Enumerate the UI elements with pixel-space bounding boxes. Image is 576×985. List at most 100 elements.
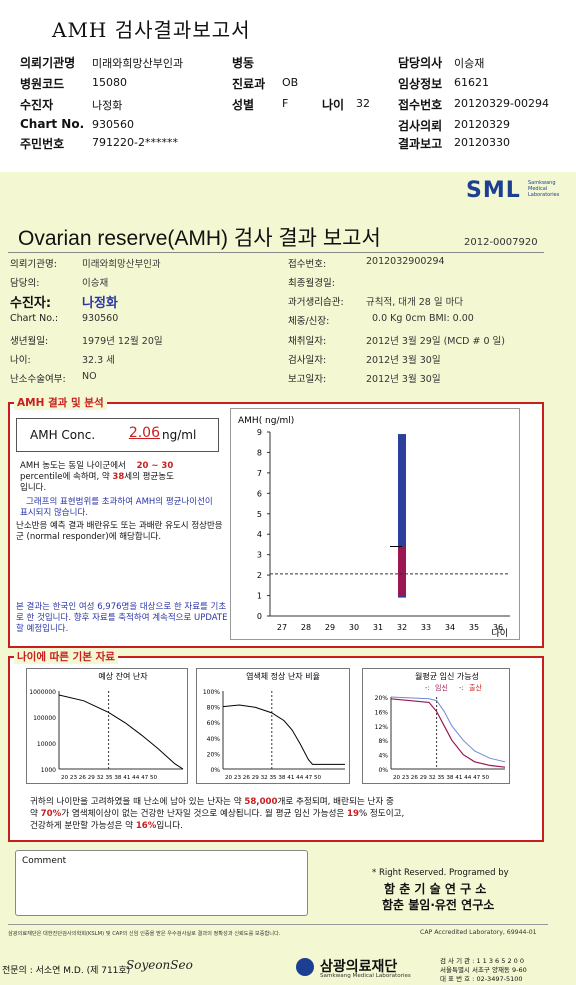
basic-summary-text: 귀하의 나이만을 고려하였을 때 난소에 남아 있는 난자는 약 58,000개… xyxy=(30,797,405,831)
amh-y-tick-label: 4 xyxy=(257,530,262,539)
legend-dash: -: xyxy=(425,684,430,692)
mini-y-tick-label: 20% xyxy=(375,695,389,702)
mini-x-tick-labels: 20 23 26 29 32 35 38 41 44 47 50 xyxy=(61,775,158,781)
basic-data-section-label: 나이에 따른 기본 자료 xyxy=(14,649,118,664)
info-value: NO xyxy=(82,371,97,382)
pregnancy-curve xyxy=(390,696,506,763)
amh-response-text: 난소반응 예측 결과 배란유도 또는 과배란 유도시 정상반응군 (normal… xyxy=(16,521,223,542)
header-value: 20120330 xyxy=(454,136,510,149)
legend-dash: -: xyxy=(459,684,464,692)
amh-x-tick-label: 31 xyxy=(373,623,383,632)
eggs-curve xyxy=(58,694,184,770)
header-key: 수진자 xyxy=(20,98,54,112)
amh-x-tick-label: 33 xyxy=(421,623,431,632)
info-label: 접수번호: xyxy=(288,259,327,270)
address-line-1: 검 사 기 관 : 1 1 3 6 5 2 0 0 xyxy=(440,957,524,965)
comment-label: Comment xyxy=(22,856,67,866)
info-label: 최종월경일: xyxy=(288,278,335,289)
header-key: 임상정보 xyxy=(398,77,443,91)
foundation-name: 삼광의료재단 xyxy=(320,959,398,975)
info-value: 0.0 Kg 0cm BMI: 0.00 xyxy=(372,313,474,324)
mini-y-tick-label: 10000 xyxy=(37,741,56,748)
mini-y-tick-label: 1000 xyxy=(41,767,56,774)
document-number: 2012-0007920 xyxy=(464,237,538,248)
mini-chart-pregnancy: 월평균 임신 가능성 -: 임신 -: 출산 20% 16% 12% 8% 4% 0% 20… xyxy=(362,668,510,784)
mini-y-tick-label: 16% xyxy=(375,709,389,716)
mini-y-tick-label: 20% xyxy=(207,751,221,758)
header-key: 담당의사 xyxy=(398,56,443,70)
amh-concentration-box xyxy=(16,418,219,452)
rights-text: * Right Reserved. Programed by xyxy=(372,868,509,878)
mini-chart-title: 월평균 임신 가능성 xyxy=(415,671,479,681)
amh-conc-unit: ng/ml xyxy=(162,428,197,442)
info-label: 담당의: xyxy=(10,278,40,289)
patient-name: 나정화 xyxy=(82,296,118,311)
amh-iqr-bar xyxy=(398,546,406,596)
header-value: 791220-2****** xyxy=(92,136,178,149)
mini-chart-title: 염색체 정상 난자 비율 xyxy=(246,671,320,681)
info-value: 930560 xyxy=(82,313,119,324)
mini-y-tick-label: 4% xyxy=(378,753,388,760)
header-key: 의뢰기관명 xyxy=(20,56,76,70)
amh-x-tick-label: 28 xyxy=(301,623,311,632)
amh-chart-frame xyxy=(230,408,520,640)
amh-y-tick-label: 2 xyxy=(257,571,262,580)
sml-logo-subtitle: Samkwang Medical Laboratories xyxy=(528,180,560,198)
header-key: 병동 xyxy=(232,56,255,70)
amh-conc-label: AMH Conc. xyxy=(30,428,96,442)
info-label: 나이: xyxy=(10,355,31,366)
header-key: Chart No. xyxy=(20,117,85,131)
legend-birth: 출산 xyxy=(469,683,482,692)
address-line-2: 서울특별시 서초구 양재동 9-60 xyxy=(440,966,527,974)
info-value: 2012년 3월 29일 (MCD # 0 일) xyxy=(366,336,505,347)
amh-x-tick-label: 35 xyxy=(469,623,479,632)
amh-chart-xlabel: 나이 xyxy=(491,628,508,639)
header-key: 검사의뢰 xyxy=(398,119,443,133)
amh-section-label: AMH 결과 및 분석 xyxy=(14,395,107,410)
header-value: F xyxy=(282,97,289,110)
header-key: 나이 xyxy=(322,98,345,112)
mini-y-tick-label: 0% xyxy=(378,767,388,774)
mini-chart-chromosome: 염색체 정상 난자 비율 100% 80% 60% 40% 20% 0% 20 23 26 … xyxy=(196,668,350,784)
info-label: 체중/신장: xyxy=(288,316,330,327)
amh-chart-ylabel: AMH( ng/ml) xyxy=(238,416,294,426)
header-value: 930560 xyxy=(92,118,134,131)
page-title: AMH 검사결과보고서 xyxy=(52,18,251,42)
mini-x-tick-labels: 20 23 26 29 32 35 38 41 44 47 50 xyxy=(393,775,490,781)
header-value: 32 xyxy=(356,97,370,110)
address-line-3: 대 표 번 호 : 02-3497-5100 xyxy=(440,975,523,983)
amh-graph-note: 그래프의 표현범위를 초과하여 AMH의 평균나이선이 표시되지 않습니다. xyxy=(20,497,213,518)
amh-y-tick-label: 6 xyxy=(257,489,262,498)
foundation-logo-icon xyxy=(296,958,314,976)
mini-chart-eggs: 예상 잔여 난자 1000000 100000 10000 1000 20 23 26 … xyxy=(26,668,188,784)
header-value: 15080 xyxy=(92,76,127,89)
institute-name-1: 함 춘 기 술 연 구 소 xyxy=(384,882,487,896)
info-value: 2012032900294 xyxy=(366,256,445,267)
header-key: 결과보고 xyxy=(398,137,443,151)
info-value: 1979년 12월 20일 xyxy=(82,336,163,347)
amh-x-tick-label: 34 xyxy=(445,623,455,632)
header-value: 나정화 xyxy=(92,99,123,112)
amh-x-tick-label: 29 xyxy=(325,623,335,632)
header-value: OB xyxy=(282,76,299,89)
amh-x-tick-label: 30 xyxy=(349,623,359,632)
mini-y-tick-label: 12% xyxy=(375,724,389,731)
amh-x-tick-label: 27 xyxy=(277,623,287,632)
amh-y-tick-label: 8 xyxy=(257,448,262,457)
header-value: 이승재 xyxy=(454,57,485,70)
certification-text: 삼광의료재단은 대한진단검사의학회(KSLM) 및 CAP의 신임 인증을 받은… xyxy=(8,931,281,937)
info-label: 수진자: xyxy=(10,296,52,311)
report-title: Ovarian reserve(AMH) 검사 결과 보고서 xyxy=(18,227,381,250)
sml-logo: SML xyxy=(466,178,521,203)
mini-y-tick-label: 100% xyxy=(203,689,220,696)
mini-y-tick-label: 1000000 xyxy=(29,689,56,696)
info-label: Chart No.: xyxy=(10,313,59,324)
amh-x-tick-label: 32 xyxy=(397,623,407,632)
amh-data-note: 본 결과는 한국인 여성 6,976명을 대상으로 한 자료를 기초로 한 것입… xyxy=(16,602,228,634)
amh-percentile-text: AMH 농도는 동일 나이군에서 20 ~ 30 percentile에 속하며… xyxy=(20,461,174,493)
info-label: 생년월일: xyxy=(10,336,49,347)
info-value: 2012년 3월 30일 xyxy=(366,374,441,385)
amh-y-tick-label: 5 xyxy=(257,510,262,519)
header-key: 주민번호 xyxy=(20,137,65,151)
info-value: 이승재 xyxy=(82,278,109,289)
